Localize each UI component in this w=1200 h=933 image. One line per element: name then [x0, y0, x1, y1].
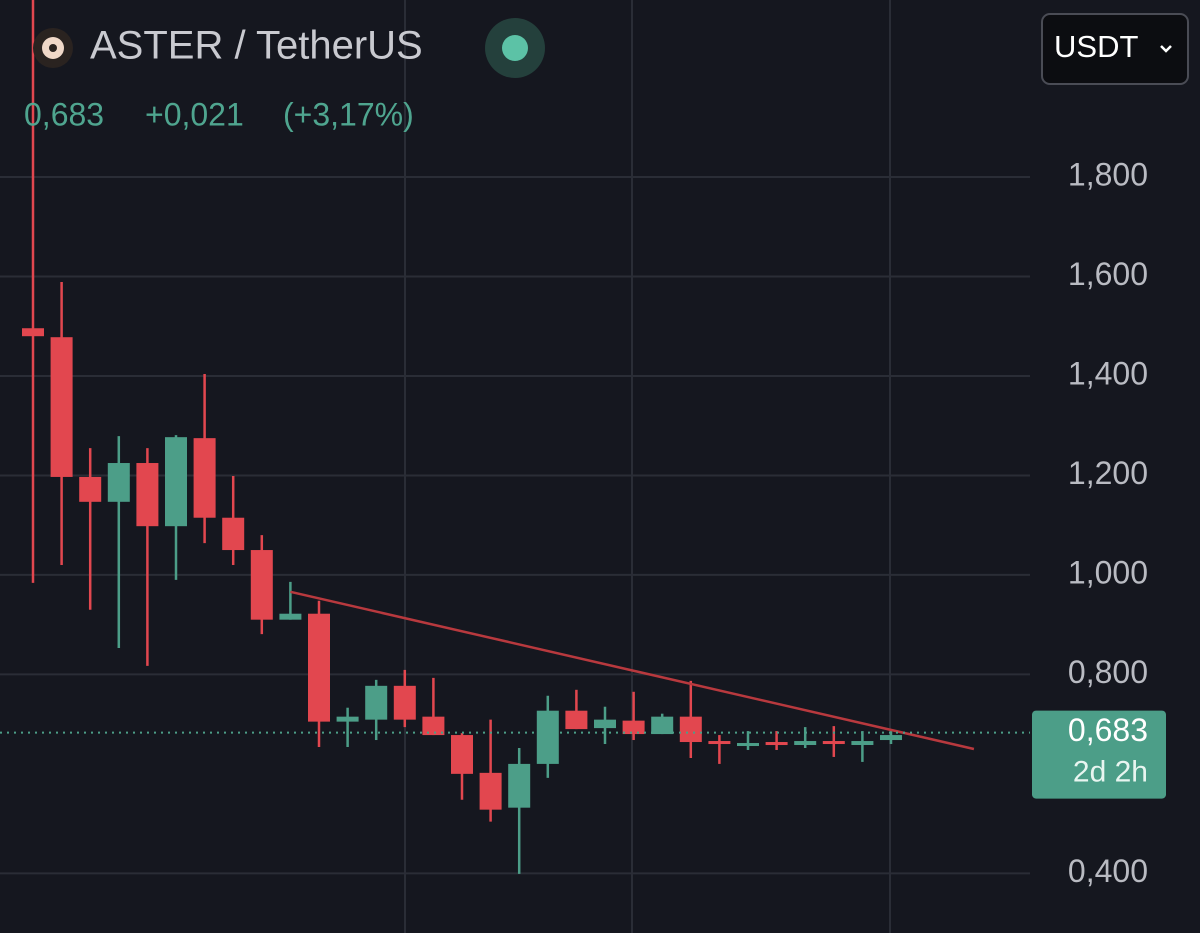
candle-body: [250, 550, 273, 620]
candle-body: [393, 685, 416, 720]
candle-body: [679, 716, 702, 743]
candle-body: [336, 716, 359, 722]
candle-body: [193, 438, 216, 518]
candle-body: [708, 741, 731, 745]
candle-body: [451, 735, 473, 774]
y-tick-label: 0,400: [1068, 853, 1148, 889]
candle-body: [279, 613, 302, 620]
candle-body: [794, 741, 817, 746]
last-price: 0,683: [24, 96, 104, 132]
candle-body: [50, 337, 73, 477]
candle-body: [536, 710, 559, 764]
change-pct: (+3,17%): [283, 96, 414, 132]
candle-body: [165, 437, 187, 527]
symbol: ASTER / TetherUS: [90, 24, 423, 68]
candle-body: [136, 463, 159, 527]
candle-body: [222, 517, 245, 551]
trendline: [290, 590, 975, 751]
candle-body: [508, 763, 531, 808]
y-tick-label: 1,800: [1068, 157, 1148, 193]
price-tag: [1032, 710, 1166, 799]
logo-dot: [49, 44, 57, 52]
y-tick-label: 1,600: [1068, 256, 1148, 292]
y-tick-label: 1,200: [1068, 455, 1148, 491]
y-tick-label: 1,000: [1068, 554, 1148, 590]
candle-body: [308, 613, 330, 722]
y-tick-label: 1,400: [1068, 355, 1148, 391]
candle-body: [851, 741, 874, 746]
candle-body: [422, 716, 445, 736]
currency-button[interactable]: [1041, 13, 1189, 85]
chevron[interactable]: [1160, 45, 1172, 53]
candle-body: [479, 772, 502, 810]
candle-body: [565, 710, 588, 730]
change: +0,021: [145, 96, 244, 132]
candle-body: [79, 476, 102, 502]
candle-body: [822, 741, 845, 745]
status-dot: [502, 35, 528, 61]
candle-body: [22, 328, 44, 337]
plot: [0, 0, 1030, 874]
candle-body: [737, 743, 759, 747]
y-tick-label: 0,800: [1068, 654, 1148, 690]
candle-body: [594, 719, 616, 729]
currency[interactable]: USDT: [1054, 29, 1138, 64]
candle-body: [880, 735, 902, 741]
candle-body: [765, 742, 788, 746]
candle-body: [651, 716, 674, 735]
price-tag-value: 0,683: [1068, 712, 1148, 748]
candle-body: [107, 463, 130, 502]
price-tag-countdown: 2d 2h: [1073, 755, 1148, 788]
time-grid: [404, 0, 891, 933]
candle-body: [365, 685, 388, 720]
candle-body: [622, 720, 645, 735]
price-axis: 0,400 0,800 1,000 1,200 1,400 1,600 1,800 0,683…: [1032, 157, 1166, 889]
